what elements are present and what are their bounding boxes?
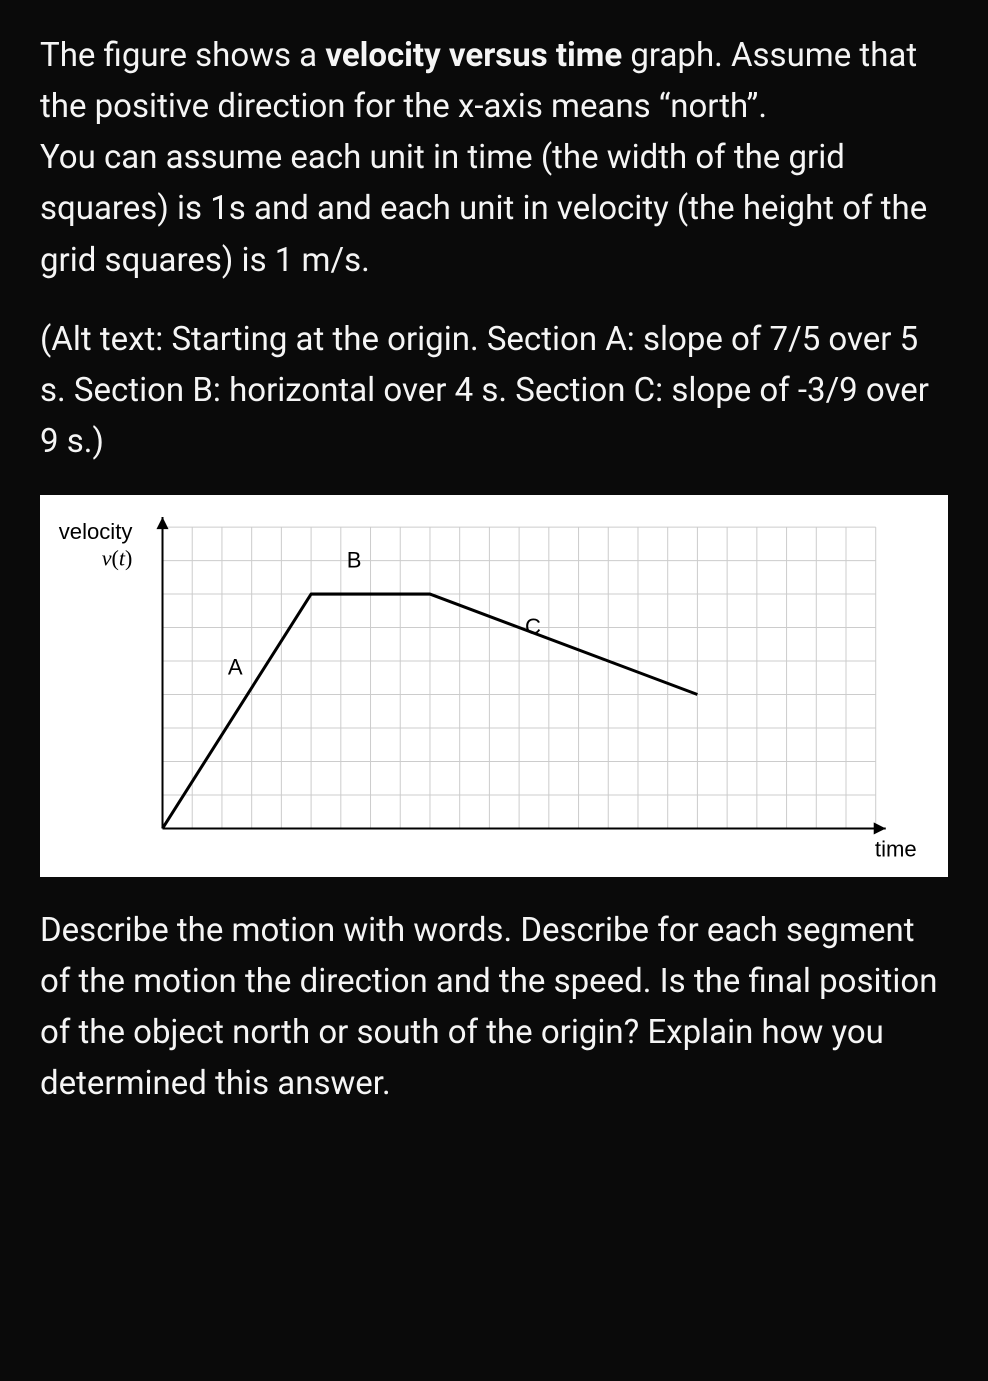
svg-text:time: time (875, 837, 917, 862)
question-content: Describe the motion with words. Describe… (40, 911, 937, 1103)
alt-text: (Alt text: Starting at the origin. Secti… (40, 314, 948, 467)
svg-text:v(t): v(t) (102, 545, 133, 570)
intro-text-3: You can assume each unit in time (the wi… (40, 138, 927, 279)
chart-svg: A B Cvelocityv(t) time (52, 507, 936, 869)
problem-intro: The figure shows a velocity versus time … (40, 30, 948, 286)
svg-text:A: A (228, 655, 243, 680)
svg-text:C: C (525, 614, 541, 639)
velocity-time-chart: A B Cvelocityv(t) time (40, 495, 948, 877)
intro-text-1: The figure shows a (40, 36, 325, 75)
question-text: Describe the motion with words. Describe… (40, 905, 948, 1110)
svg-text:velocity: velocity (59, 519, 133, 544)
intro-bold: velocity versus time (325, 36, 622, 75)
alt-text-content: (Alt text: Starting at the origin. Secti… (40, 320, 929, 461)
svg-text:B: B (347, 547, 362, 572)
